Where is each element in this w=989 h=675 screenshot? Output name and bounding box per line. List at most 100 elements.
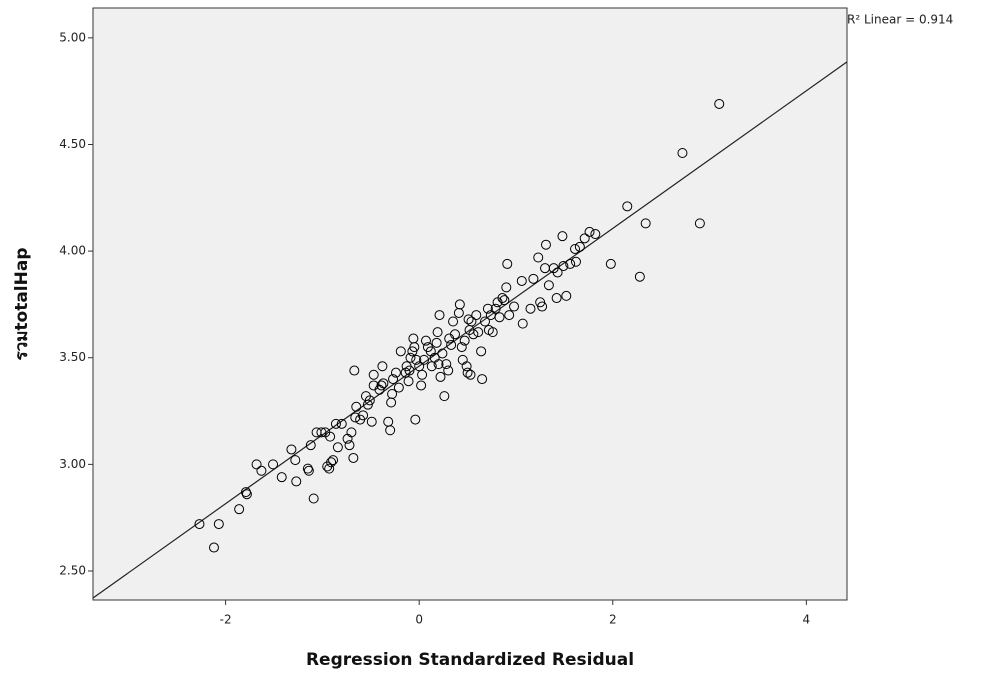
point: [377, 361, 388, 372]
point: [419, 354, 430, 365]
point: [324, 463, 335, 474]
point: [328, 455, 339, 466]
point: [449, 329, 460, 340]
point: [677, 148, 688, 159]
point: [448, 316, 459, 327]
point: [528, 273, 539, 284]
point: [395, 346, 406, 357]
fit-line: [93, 61, 847, 599]
point: [509, 301, 520, 312]
point: [366, 416, 377, 427]
annotation: R² Linear = 0.914: [847, 13, 953, 27]
point: [561, 290, 572, 301]
point: [403, 376, 414, 387]
point: [194, 519, 205, 530]
y-tick-label: 4.00: [59, 244, 86, 258]
point: [487, 327, 498, 338]
point: [482, 303, 493, 314]
point: [537, 301, 548, 312]
point: [454, 299, 465, 310]
x-tick-label: 0: [415, 613, 423, 627]
point: [346, 427, 357, 438]
point: [461, 361, 472, 372]
point: [441, 359, 452, 370]
point: [376, 380, 387, 391]
point: [344, 440, 355, 451]
point: [385, 425, 396, 436]
x-tick-label: 2: [609, 613, 617, 627]
plot-area: [92, 7, 848, 601]
point: [330, 418, 341, 429]
point: [574, 241, 585, 252]
point: [234, 504, 245, 515]
point: [325, 431, 336, 442]
point: [332, 442, 343, 453]
point: [558, 261, 569, 272]
point: [552, 267, 563, 278]
point: [584, 226, 595, 237]
point: [409, 342, 420, 353]
point: [466, 316, 477, 327]
point: [439, 391, 450, 402]
point: [463, 314, 474, 325]
point: [477, 374, 488, 385]
point: [305, 440, 316, 451]
point: [459, 335, 470, 346]
point: [551, 293, 562, 304]
point: [350, 412, 361, 423]
point: [490, 303, 501, 314]
point: [416, 380, 427, 391]
point: [308, 493, 319, 504]
point: [241, 489, 252, 500]
point: [494, 312, 505, 323]
y-tick-label: 2.50: [59, 563, 86, 577]
point: [368, 369, 379, 380]
point: [465, 369, 476, 380]
point: [517, 318, 528, 329]
point: [286, 444, 297, 455]
point: [468, 329, 479, 340]
point: [565, 258, 576, 269]
point: [501, 282, 512, 293]
point: [525, 303, 536, 314]
point: [240, 487, 251, 498]
point: [364, 395, 375, 406]
point: [502, 258, 513, 269]
point: [336, 418, 347, 429]
point: [640, 218, 651, 229]
point: [303, 465, 314, 476]
point: [256, 465, 267, 476]
point: [433, 359, 444, 370]
point: [276, 472, 287, 483]
point: [543, 280, 554, 291]
point: [290, 455, 301, 466]
point: [420, 335, 431, 346]
point: [462, 367, 473, 378]
point: [570, 243, 581, 254]
point: [446, 339, 457, 350]
point: [390, 367, 401, 378]
point: [388, 374, 399, 385]
x-tick-label: -2: [220, 613, 232, 627]
point: [471, 310, 482, 321]
point: [268, 459, 279, 470]
point: [434, 310, 445, 321]
point: [605, 258, 616, 269]
point: [326, 457, 337, 468]
point: [714, 98, 725, 109]
point: [540, 239, 551, 250]
point: [291, 476, 302, 487]
point: [499, 295, 510, 306]
point: [393, 382, 404, 393]
point: [348, 452, 359, 463]
point: [634, 271, 645, 282]
point: [410, 414, 421, 425]
point: [417, 369, 428, 380]
point: [590, 229, 601, 240]
point: [473, 327, 484, 338]
point: [557, 231, 568, 242]
point: [533, 252, 544, 263]
point: [480, 316, 491, 327]
point: [432, 327, 443, 338]
point: [208, 542, 219, 553]
